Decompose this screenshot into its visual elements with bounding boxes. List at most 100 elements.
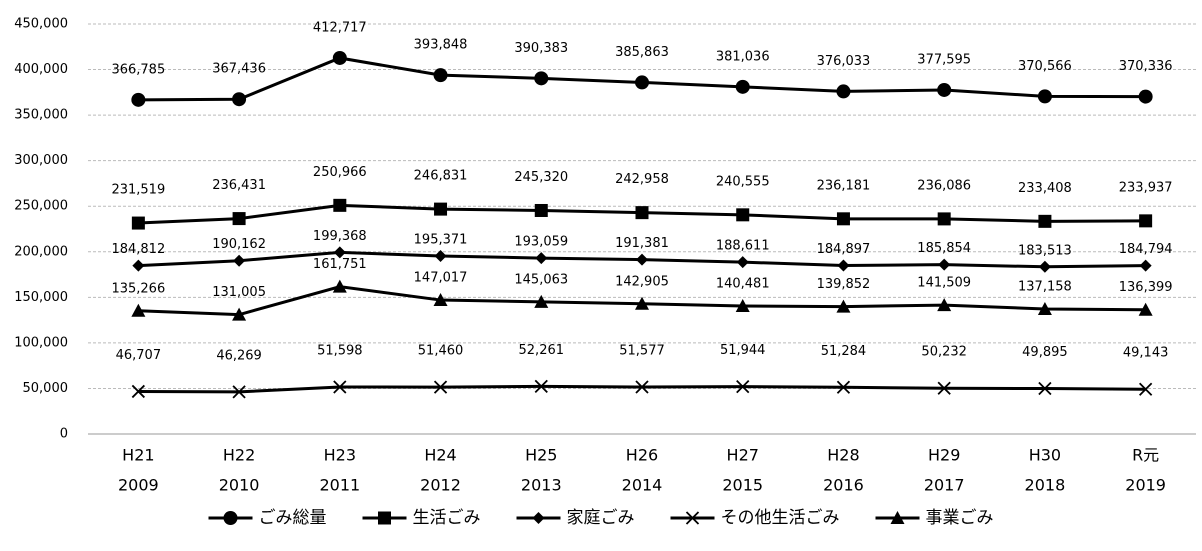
x-tick-label: H30 xyxy=(1029,446,1061,465)
x-tick-label: 2017 xyxy=(924,476,965,495)
marker xyxy=(534,379,548,394)
data-label: 236,086 xyxy=(917,178,971,193)
marker xyxy=(685,511,700,525)
y-tick-label: 350,000 xyxy=(14,108,68,123)
marker xyxy=(532,512,545,524)
marker xyxy=(223,511,238,525)
data-label: 50,232 xyxy=(921,345,967,360)
y-tick-label: 150,000 xyxy=(14,290,68,305)
marker xyxy=(836,212,850,226)
data-label: 145,063 xyxy=(514,272,568,287)
marker xyxy=(735,79,750,94)
data-label: 199,368 xyxy=(313,229,367,244)
marker xyxy=(534,203,548,217)
marker xyxy=(535,252,548,265)
marker xyxy=(735,299,750,313)
legend-label: その他生活ごみ xyxy=(721,508,840,528)
legend-label: 家庭ごみ xyxy=(567,508,635,528)
marker xyxy=(1139,259,1152,272)
x-tick-label: H28 xyxy=(827,446,859,465)
data-label: 135,266 xyxy=(111,281,165,296)
data-label: 245,320 xyxy=(514,170,568,185)
data-label: 370,336 xyxy=(1119,59,1173,74)
x-tick-label: 2018 xyxy=(1025,476,1066,495)
marker xyxy=(232,307,247,321)
x-tick-label: H21 xyxy=(122,446,154,465)
data-label: 195,371 xyxy=(414,232,468,247)
data-label: 193,059 xyxy=(514,235,568,250)
marker xyxy=(1139,382,1153,396)
marker xyxy=(333,198,347,212)
x-tick-label: R元 xyxy=(1132,446,1159,465)
x-tick-label: 2012 xyxy=(420,476,461,495)
marker xyxy=(635,296,649,310)
y-tick-label: 100,000 xyxy=(14,335,68,350)
data-label: 366,785 xyxy=(111,62,165,77)
data-label: 51,944 xyxy=(720,343,766,358)
marker xyxy=(1037,89,1052,104)
legend-label: ごみ総量 xyxy=(259,508,327,528)
marker xyxy=(534,294,549,308)
x-tick-label: 2010 xyxy=(219,476,260,495)
marker xyxy=(635,206,649,220)
marker xyxy=(132,259,145,272)
data-label: 51,284 xyxy=(821,344,867,359)
data-label: 390,383 xyxy=(514,41,568,56)
marker xyxy=(131,303,146,317)
data-label: 147,017 xyxy=(414,271,468,286)
data-label: 184,794 xyxy=(1119,242,1173,257)
x-tick-label: 2015 xyxy=(722,476,763,495)
marker xyxy=(232,92,247,107)
data-label: 49,895 xyxy=(1022,345,1068,360)
marker xyxy=(1038,381,1052,396)
marker xyxy=(636,253,648,266)
data-label: 190,162 xyxy=(212,237,266,252)
data-label: 183,513 xyxy=(1018,243,1072,258)
data-label: 46,269 xyxy=(216,348,262,363)
marker xyxy=(890,511,905,524)
data-label: 161,751 xyxy=(313,257,367,272)
marker xyxy=(232,212,246,226)
data-label: 142,905 xyxy=(615,274,669,289)
data-label: 140,481 xyxy=(716,277,770,292)
data-label: 233,408 xyxy=(1018,181,1072,196)
data-label: 385,863 xyxy=(615,45,669,60)
marker xyxy=(433,68,448,83)
marker xyxy=(937,381,951,395)
marker xyxy=(736,256,749,269)
y-tick-label: 200,000 xyxy=(14,244,68,259)
marker xyxy=(131,384,146,399)
data-label: 240,555 xyxy=(716,174,770,189)
data-label: 51,598 xyxy=(317,343,363,358)
x-tick-label: H29 xyxy=(928,446,960,465)
marker xyxy=(937,298,952,312)
marker xyxy=(333,380,347,394)
marker xyxy=(635,380,649,394)
x-tick-label: H24 xyxy=(424,446,456,465)
data-label: 52,261 xyxy=(519,343,565,358)
marker xyxy=(131,92,146,107)
data-label: 49,143 xyxy=(1123,346,1169,361)
marker xyxy=(131,216,145,230)
marker xyxy=(333,246,346,259)
data-label: 46,707 xyxy=(116,348,162,363)
marker xyxy=(1037,302,1052,316)
marker xyxy=(434,249,447,262)
data-label: 236,431 xyxy=(212,178,266,193)
marker xyxy=(232,385,246,399)
x-tick-label: 2016 xyxy=(823,476,864,495)
marker xyxy=(1139,214,1153,228)
data-label: 242,958 xyxy=(615,172,669,187)
data-label: 393,848 xyxy=(414,38,468,53)
marker xyxy=(837,259,850,272)
legend-label: 事業ごみ xyxy=(926,508,994,528)
marker xyxy=(836,84,851,99)
data-label: 233,937 xyxy=(1119,180,1173,195)
y-tick-label: 0 xyxy=(60,427,68,442)
data-label: 191,381 xyxy=(615,236,669,251)
data-label: 377,595 xyxy=(917,52,971,67)
marker xyxy=(1138,302,1153,316)
x-tick-label: H27 xyxy=(727,446,759,465)
data-label: 136,399 xyxy=(1119,280,1173,295)
data-label: 412,717 xyxy=(313,20,367,35)
